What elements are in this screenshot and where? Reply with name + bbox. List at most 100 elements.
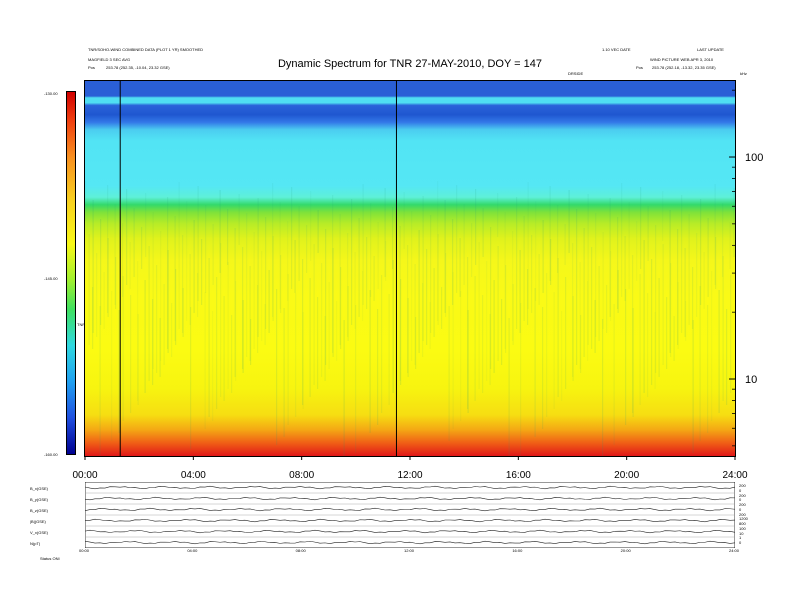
- colorbar: [66, 91, 76, 455]
- spectrogram-overlay: [85, 81, 735, 456]
- texture-streak: [685, 301, 687, 341]
- x-tick-label: 20:00: [614, 470, 639, 481]
- texture-streak: [212, 224, 214, 285]
- texture-streak: [471, 223, 473, 277]
- texture-streak: [294, 240, 296, 293]
- texture-streak: [388, 294, 390, 405]
- texture-streak: [561, 311, 563, 401]
- texture-streak: [347, 233, 349, 337]
- texture-streak: [369, 290, 371, 433]
- texture-streak: [602, 232, 604, 329]
- texture-streak: [227, 209, 229, 265]
- texture-streak: [490, 227, 492, 369]
- texture-streak: [160, 231, 162, 361]
- lower-time-tick: 24:00: [729, 548, 740, 553]
- texture-streak: [433, 268, 435, 337]
- texture-streak: [640, 187, 642, 269]
- texture-streak: [459, 238, 461, 297]
- lower-row-trace: [85, 496, 735, 501]
- lower-right-tick: 200: [739, 492, 746, 498]
- lower-right-tick: 0: [739, 487, 742, 493]
- texture-streak: [309, 278, 311, 397]
- freq-unit: kHz: [740, 71, 747, 76]
- x-tick-label: 12:00: [397, 470, 422, 481]
- texture-streak: [677, 229, 679, 345]
- texture-streak: [313, 244, 315, 385]
- texture-streak: [250, 319, 252, 365]
- texture-streak: [512, 231, 514, 341]
- lower-right-tick: 800: [739, 521, 746, 527]
- texture-streak: [441, 287, 443, 329]
- texture-streak: [107, 185, 109, 313]
- texture-streak: [684, 248, 686, 337]
- texture-streak: [654, 312, 656, 389]
- texture-streak: [103, 272, 105, 329]
- texture-streak: [478, 242, 480, 389]
- texture-streak: [699, 286, 701, 441]
- texture-streak: [242, 247, 244, 369]
- texture-streak: [467, 310, 469, 413]
- texture-streak: [302, 312, 304, 409]
- texture-streak: [291, 187, 293, 289]
- texture-streak: [340, 267, 342, 349]
- texture-streak: [332, 248, 334, 357]
- texture-streak: [287, 274, 289, 425]
- texture-streak: [92, 200, 94, 333]
- texture-streak: [516, 197, 518, 329]
- texture-streak: [617, 270, 619, 313]
- texture-streak: [527, 269, 529, 325]
- texture-streak: [100, 219, 102, 325]
- texture-streak: [730, 275, 732, 393]
- texture-streak: [325, 229, 327, 365]
- texture-streak: [422, 196, 424, 341]
- texture-streak: [557, 205, 559, 273]
- lower-right-tick: 1200: [739, 516, 748, 522]
- texture-streak: [310, 191, 312, 261]
- texture-streak: [669, 210, 671, 353]
- lower-row-trace: [85, 485, 735, 490]
- texture-streak: [276, 289, 278, 445]
- texture-streak: [722, 256, 724, 401]
- x-tick-label: 04:00: [181, 470, 206, 481]
- texture-streak: [332, 195, 334, 353]
- lower-right-tick: 200: [739, 483, 746, 488]
- texture-streak: [280, 255, 282, 313]
- texture-streak: [602, 319, 604, 456]
- texture-streak: [287, 221, 289, 301]
- texture-streak: [238, 194, 240, 245]
- texture-streak: [201, 239, 203, 305]
- texture-streak: [662, 244, 664, 365]
- colorbar-mid-label: -145.00: [44, 276, 58, 281]
- texture-streak: [445, 253, 447, 317]
- texture-streak: [321, 263, 323, 377]
- header-left-line3: Pos 253.78 (252.35, -10.04, 23.32 GSE): [88, 65, 170, 70]
- texture-streak: [482, 295, 484, 393]
- texture-streak: [625, 289, 627, 425]
- center-small-label: DRSIDE: [568, 71, 584, 76]
- texture-streak: [216, 277, 218, 409]
- texture-streak: [373, 256, 375, 301]
- texture-streak: [174, 216, 176, 341]
- texture-streak: [279, 202, 281, 309]
- lower-right-tick: 10: [739, 530, 744, 536]
- header-left-line2: MAGFIELD 3 SEC AVG: [88, 57, 131, 62]
- pos-label: Pos: [88, 65, 95, 70]
- texture-streak: [130, 295, 132, 413]
- texture-streak: [190, 307, 192, 449]
- texture-streak: [486, 261, 488, 381]
- lower-time-tick: 08:00: [295, 548, 306, 553]
- texture-streak: [317, 210, 319, 253]
- texture-streak: [261, 251, 263, 341]
- texture-streak: [126, 189, 128, 285]
- lower-footer: Status ONI: [40, 556, 60, 561]
- texture-streak: [658, 278, 660, 377]
- texture-streak: [632, 255, 634, 413]
- texture-streak: [527, 182, 529, 309]
- texture-streak: [538, 254, 540, 305]
- texture-streak: [362, 271, 364, 321]
- texture-streak: [407, 298, 409, 377]
- texture-streak: [535, 201, 537, 301]
- texture-streak: [707, 305, 709, 433]
- texture-streak: [722, 203, 724, 277]
